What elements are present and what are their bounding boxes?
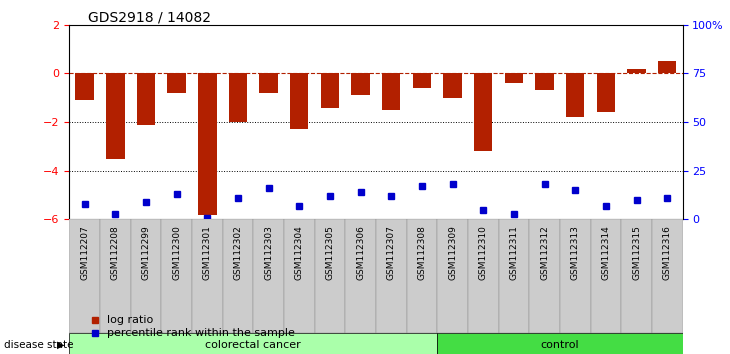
Bar (535, 73, 554, 91)
Text: GSM112313: GSM112313 (571, 225, 580, 280)
Bar (376, 219, 407, 333)
Bar (351, 73, 370, 95)
Text: ▶: ▶ (57, 340, 64, 350)
Bar (499, 219, 529, 333)
Bar (560, 219, 591, 333)
Bar (621, 219, 652, 333)
Bar (658, 61, 677, 73)
Bar (652, 219, 683, 333)
Bar (529, 219, 560, 333)
Bar (468, 219, 499, 333)
Text: GSM112314: GSM112314 (602, 225, 610, 280)
Text: GSM112300: GSM112300 (172, 225, 181, 280)
Bar (504, 73, 523, 83)
Bar (259, 73, 278, 93)
Text: GDS2918 / 14082: GDS2918 / 14082 (88, 11, 210, 25)
Text: GSM112309: GSM112309 (448, 225, 457, 280)
Text: GSM112207: GSM112207 (80, 225, 89, 280)
Text: percentile rank within the sample: percentile rank within the sample (100, 328, 295, 338)
Text: GSM112310: GSM112310 (479, 225, 488, 280)
Text: colorectal cancer: colorectal cancer (205, 340, 301, 350)
Text: control: control (541, 340, 579, 350)
Bar (223, 219, 253, 333)
Bar (566, 73, 585, 117)
Text: log ratio: log ratio (100, 315, 153, 325)
Text: GSM112307: GSM112307 (387, 225, 396, 280)
Bar (106, 73, 125, 159)
Text: GSM112315: GSM112315 (632, 225, 641, 280)
Bar (100, 219, 131, 333)
Text: GSM112304: GSM112304 (295, 225, 304, 280)
Bar (596, 73, 615, 113)
Text: GSM112305: GSM112305 (326, 225, 334, 280)
Bar (437, 219, 468, 333)
Bar (437, 333, 683, 354)
Text: disease state: disease state (4, 340, 73, 350)
Bar (192, 219, 223, 333)
Text: GSM112303: GSM112303 (264, 225, 273, 280)
Bar (69, 219, 100, 333)
Bar (382, 73, 401, 110)
Text: GSM112208: GSM112208 (111, 225, 120, 280)
Bar (161, 219, 192, 333)
Bar (591, 219, 621, 333)
Text: GSM112311: GSM112311 (510, 225, 518, 280)
Bar (290, 73, 309, 130)
Bar (228, 73, 247, 122)
Bar (627, 69, 646, 73)
Bar (284, 219, 315, 333)
Text: GSM112302: GSM112302 (234, 225, 242, 280)
Bar (407, 219, 437, 333)
Bar (69, 333, 437, 354)
Bar (412, 73, 431, 88)
Bar (167, 73, 186, 93)
Bar (131, 219, 161, 333)
Text: GSM112316: GSM112316 (663, 225, 672, 280)
Bar (474, 73, 493, 152)
Bar (320, 73, 339, 108)
Text: GSM112312: GSM112312 (540, 225, 549, 280)
Text: GSM112306: GSM112306 (356, 225, 365, 280)
Text: GSM112308: GSM112308 (418, 225, 426, 280)
Bar (345, 219, 376, 333)
Bar (137, 73, 155, 125)
Bar (253, 219, 284, 333)
Bar (443, 73, 462, 98)
Bar (75, 73, 94, 100)
Text: GSM112299: GSM112299 (142, 225, 150, 280)
Text: GSM112301: GSM112301 (203, 225, 212, 280)
Bar (198, 73, 217, 215)
Bar (315, 219, 345, 333)
